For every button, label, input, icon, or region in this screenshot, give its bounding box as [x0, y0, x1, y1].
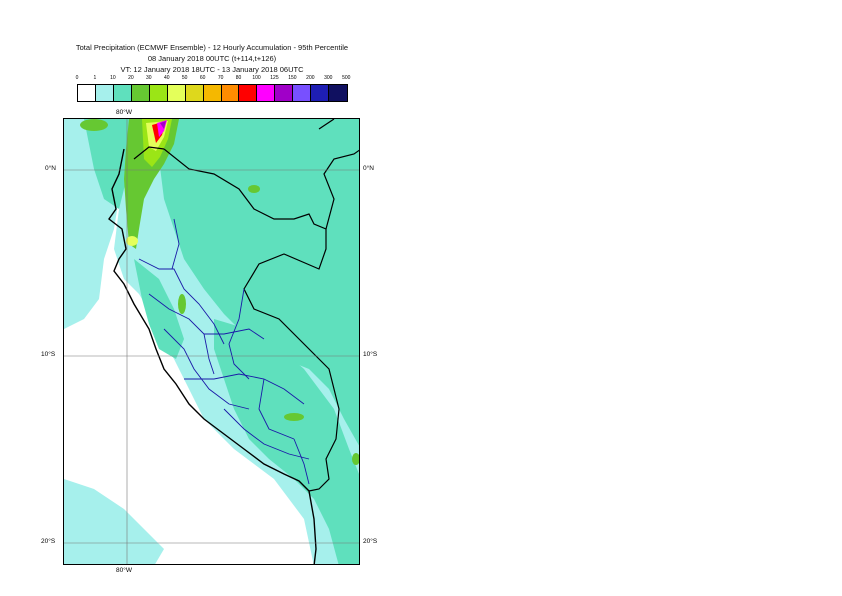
- legend-swatch: [203, 85, 222, 101]
- heavy-precip-spot: [80, 119, 108, 131]
- precip-spot: [248, 185, 260, 193]
- precip-spot: [284, 413, 304, 421]
- legend-swatch: [113, 85, 132, 101]
- legend-swatch: [131, 85, 150, 101]
- legend-label: 200: [306, 75, 315, 81]
- country-border: [133, 146, 165, 160]
- regional-border: [293, 438, 310, 485]
- legend-label: 70: [217, 75, 224, 81]
- lon-label-top: 80°W: [116, 109, 132, 116]
- heavy-precip-core: [124, 119, 179, 249]
- medium-precip-area: [134, 259, 184, 359]
- legend-label: 1: [93, 75, 97, 81]
- country-border: [163, 148, 340, 492]
- regional-border: [223, 408, 310, 460]
- legend-swatch: [78, 85, 96, 101]
- regional-border: [138, 258, 225, 345]
- lat-label-0-right: 0°N: [363, 165, 374, 172]
- legend-label: 150: [288, 75, 297, 81]
- medium-precip-area: [214, 319, 359, 564]
- lat-label-10s-right: 10°S: [363, 351, 378, 358]
- legend-swatch: [239, 85, 258, 101]
- legend-swatch: [185, 85, 204, 101]
- legend-label: 50: [181, 75, 188, 81]
- regional-border: [171, 218, 180, 270]
- regional-border: [204, 328, 265, 340]
- lat-label-20s-right: 20°S: [363, 538, 378, 545]
- country-border: [323, 149, 359, 230]
- legend-swatch: [293, 85, 312, 101]
- legend-label: 60: [199, 75, 206, 81]
- legend-label: 125: [270, 75, 279, 81]
- lon-label-bottom: 80°W: [116, 567, 132, 574]
- heavy-precip-spot: [126, 236, 138, 246]
- precip-spot: [178, 294, 186, 314]
- legend-label: 500: [342, 75, 351, 81]
- legend-label: 40: [163, 75, 170, 81]
- legend-swatch: [311, 85, 330, 101]
- medium-precip-area: [159, 119, 359, 446]
- heavy-precip-core: [160, 121, 166, 129]
- regional-border: [148, 293, 215, 375]
- graticule: [64, 119, 359, 564]
- country-border: [318, 119, 335, 130]
- regional-borders: [138, 218, 310, 485]
- regional-border: [184, 373, 305, 405]
- legend-label: 0: [75, 75, 79, 81]
- lat-label-10s-left: 10°S: [41, 351, 56, 358]
- legend-label: 300: [324, 75, 333, 81]
- legend-labels: 0 1 10 20 30 40 50 60 70 80 100 125 150 …: [75, 75, 357, 83]
- coastline: [108, 148, 317, 564]
- map-subtitle-valid-time: VT: 12 January 2018 18UTC - 13 January 2…: [120, 65, 304, 74]
- legend-swatch: [149, 85, 168, 101]
- lat-label-20s-left: 20°S: [41, 538, 56, 545]
- legend-swatch: [257, 85, 276, 101]
- legend-label: 100: [252, 75, 261, 81]
- lat-label-0-left: 0°N: [45, 165, 56, 172]
- medium-precip-area: [84, 119, 134, 209]
- precip-spot: [352, 453, 359, 465]
- regional-border: [228, 288, 250, 380]
- legend-label: 10: [110, 75, 116, 81]
- legend-swatch: [95, 85, 114, 101]
- legend-swatch: [221, 85, 240, 101]
- legend-label: 80: [235, 75, 242, 81]
- legend-swatch: [275, 85, 294, 101]
- regional-border: [258, 378, 295, 440]
- legend-label: 20: [128, 75, 134, 81]
- legend-color-bar: [77, 84, 349, 102]
- map-title: Total Precipitation (ECMWF Ensemble) - 1…: [75, 43, 349, 52]
- legend-swatch: [167, 85, 186, 101]
- legend-swatch: [329, 85, 348, 101]
- precipitation-map: [63, 118, 360, 565]
- legend-label: 30: [146, 75, 152, 81]
- map-subtitle-base-time: 08 January 2018 00UTC (t+114,t+126): [147, 54, 277, 63]
